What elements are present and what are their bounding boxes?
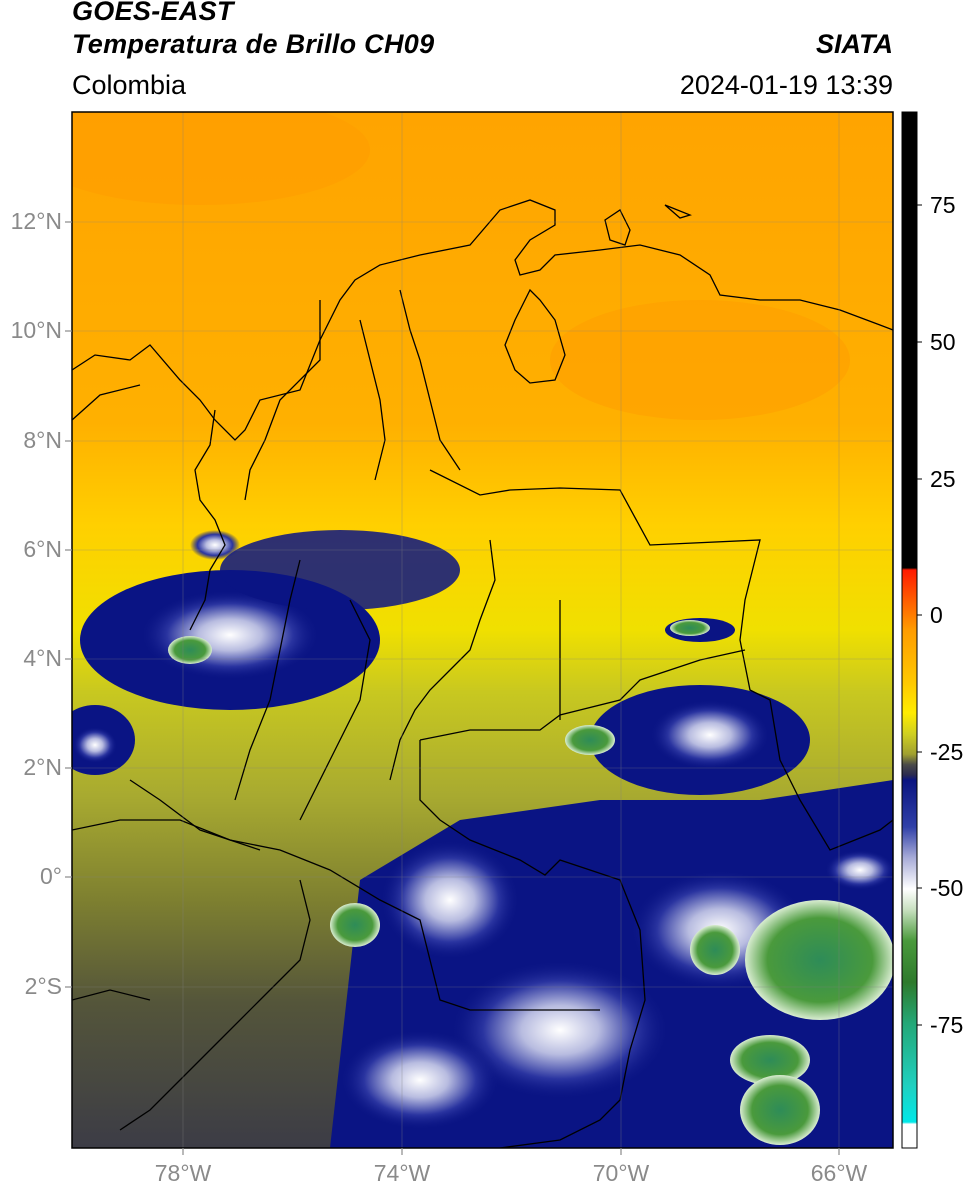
satellite-title: GOES-EAST	[72, 0, 234, 26]
lat-label-8n: 8°N	[23, 427, 62, 453]
lat-label-0: 0°	[40, 863, 62, 889]
colorbar-label-25: 25	[930, 466, 956, 492]
cloud-band-east	[565, 618, 810, 795]
lat-label-2s: 2°S	[24, 973, 62, 999]
lat-label-2n: 2°N	[23, 754, 62, 780]
coastlines-borders	[72, 199, 893, 1148]
colorbar-label-minus50: -50	[930, 875, 964, 901]
lon-label-70w: 70°W	[592, 1160, 650, 1186]
brand-label: SIATA	[816, 29, 893, 59]
colorbar-label-75: 75	[930, 192, 956, 218]
cloud-band-andes	[72, 530, 460, 775]
colorbar	[901, 111, 918, 1149]
colorbar-label-0: 0	[930, 602, 943, 628]
x-tick-marks	[182, 1148, 840, 1155]
lon-label-74w: 74°W	[373, 1160, 431, 1186]
lon-label-78w: 78°W	[154, 1160, 212, 1186]
graticule	[72, 112, 893, 1148]
map-frame	[71, 111, 894, 1149]
region-label: Colombia	[72, 70, 187, 100]
lat-label-12n: 12°N	[10, 208, 62, 234]
colorbar-tick-marks	[917, 204, 922, 1026]
warm-patch-ne	[550, 300, 850, 420]
lon-label-66w: 66°W	[810, 1160, 868, 1186]
lat-label-4n: 4°N	[23, 645, 62, 671]
colorbar-label-minus75: -75	[930, 1012, 964, 1038]
lat-label-6n: 6°N	[23, 536, 62, 562]
product-title: Temperatura de Brillo CH09	[72, 29, 435, 59]
y-tick-marks	[65, 221, 72, 988]
warm-patch-nw	[72, 112, 370, 205]
cloud-band-south	[330, 780, 893, 1148]
colorbar-label-50: 50	[930, 329, 956, 355]
datetime-label: 2024-01-19 13:39	[679, 70, 893, 100]
colorbar-label-minus25: -25	[930, 739, 964, 765]
lat-label-10n: 10°N	[10, 317, 62, 343]
